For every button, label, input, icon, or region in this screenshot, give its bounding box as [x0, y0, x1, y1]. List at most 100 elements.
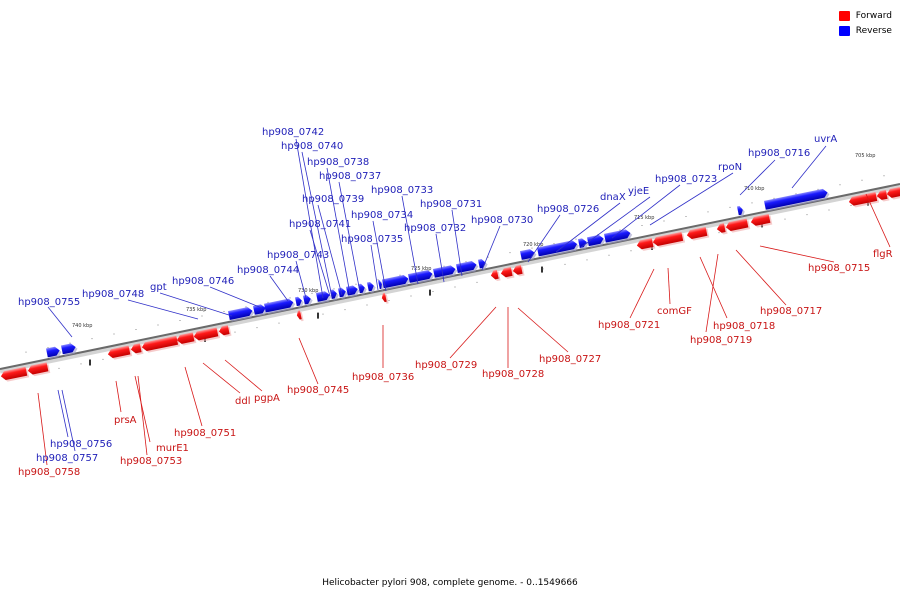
forward-gene-arrow[interactable]	[107, 345, 133, 361]
gene-label-hp908-0718[interactable]: hp908_0718	[713, 321, 775, 332]
reverse-gene-arrow[interactable]	[61, 342, 78, 356]
gene-label-hp908-0719[interactable]: hp908_0719	[690, 335, 752, 346]
gene-label-hp908-0715[interactable]: hp908_0715	[808, 263, 870, 274]
forward-gene-arrow[interactable]	[686, 226, 710, 242]
forward-gene-arrow[interactable]	[512, 264, 525, 278]
gene-label-hp908-0726[interactable]: hp908_0726	[537, 204, 599, 215]
gene-label-hp908-0746[interactable]: hp908_0746	[172, 276, 234, 287]
gene-label-hp908-0732[interactable]: hp908_0732	[404, 223, 466, 234]
gene-label-pgpA[interactable]: pgpA	[254, 393, 280, 404]
gene-label-hp908-0717[interactable]: hp908_0717	[760, 306, 822, 317]
gene-label-hp908-0723[interactable]: hp908_0723	[655, 174, 717, 185]
forward-gene-arrow[interactable]	[876, 189, 890, 203]
label-leader	[134, 375, 151, 443]
gene-label-hp908-0716[interactable]: hp908_0716	[748, 148, 810, 159]
gene-label-dnaX[interactable]: dnaX	[600, 192, 626, 203]
gene-label-uvrA[interactable]: uvrA	[814, 134, 837, 145]
reverse-gene-arrow[interactable]	[433, 264, 458, 280]
gene-label-hp908-0731[interactable]: hp908_0731	[420, 199, 482, 210]
gene-label-hp908-0743[interactable]: hp908_0743	[267, 250, 329, 261]
gene-label-hp908-0748[interactable]: hp908_0748	[82, 289, 144, 300]
forward-gene-arrow[interactable]	[296, 310, 304, 322]
gene-body	[130, 343, 142, 354]
gene-label-hp908-0737[interactable]: hp908_0737	[319, 171, 381, 182]
gene-label-hp908-0721[interactable]: hp908_0721	[598, 320, 660, 331]
gene-label-hp908-0741[interactable]: hp908_0741	[289, 219, 351, 230]
gene-body	[27, 362, 49, 375]
gene-label-hp908-0733[interactable]: hp908_0733	[371, 185, 433, 196]
gene-label-hp908-0739[interactable]: hp908_0739	[302, 194, 364, 205]
forward-gene-arrow[interactable]	[381, 292, 389, 305]
gene-label-hp908-0742[interactable]: hp908_0742	[262, 127, 324, 138]
forward-gene-arrow[interactable]	[141, 335, 180, 353]
gene-label-prsA[interactable]: prsA	[114, 415, 137, 426]
gene-body	[46, 346, 60, 358]
forward-gene-arrow[interactable]	[193, 327, 221, 343]
forward-gene-arrow[interactable]	[652, 231, 686, 249]
gene-body	[141, 335, 179, 352]
gene-label-hp908-0730[interactable]: hp908_0730	[471, 215, 533, 226]
forward-gene-arrow[interactable]	[725, 218, 751, 234]
forward-gene-arrow[interactable]	[176, 332, 197, 347]
forward-label-group: hp908_0758 prsA murE1 hp908_0753 hp908_0…	[18, 249, 893, 478]
forward-gene-arrow[interactable]	[218, 325, 232, 338]
forward-gene-arrow[interactable]	[750, 213, 773, 229]
forward-gene-arrow[interactable]	[27, 362, 51, 377]
reverse-gene-arrow[interactable]	[264, 298, 296, 315]
gene-label-hp908-0744[interactable]: hp908_0744	[237, 265, 299, 276]
gene-label-hp908-0753[interactable]: hp908_0753	[120, 456, 182, 467]
label-leader	[61, 389, 76, 452]
reverse-gene-arrow[interactable]	[338, 287, 349, 299]
gene-label-yjeE[interactable]: yjeE	[628, 186, 649, 197]
forward-gene-arrow[interactable]	[0, 366, 30, 382]
reverse-gene-arrow[interactable]	[764, 188, 830, 212]
forward-gene-arrow[interactable]	[636, 238, 656, 252]
label-leader	[527, 214, 561, 263]
gene-body	[296, 310, 302, 320]
gene-label-comGF[interactable]: comGF	[657, 306, 692, 317]
label-leader	[759, 245, 835, 263]
gene-label-hp908-0755[interactable]: hp908_0755	[18, 297, 80, 308]
reverse-gene-arrow[interactable]	[587, 234, 606, 248]
forward-gene-arrow[interactable]	[716, 223, 728, 236]
gene-label-hp908-0745[interactable]: hp908_0745	[287, 385, 349, 396]
legend: Forward Reverse	[838, 8, 892, 38]
reverse-gene-arrow[interactable]	[382, 274, 411, 290]
label-leader	[269, 275, 289, 302]
genome-axis-shadow	[0, 183, 900, 374]
gene-label-hp908-0758[interactable]: hp908_0758	[18, 467, 80, 478]
gene-label-gpt[interactable]: gpt	[150, 282, 167, 293]
reverse-gene-arrow[interactable]	[46, 346, 62, 360]
gene-label-hp908-0729[interactable]: hp908_0729	[415, 360, 477, 371]
reverse-gene-arrow[interactable]	[737, 205, 746, 217]
gene-label-hp908-0757[interactable]: hp908_0757	[36, 453, 98, 464]
reverse-gene-arrow[interactable]	[604, 228, 633, 245]
forward-gene-arrow[interactable]	[500, 266, 515, 280]
gene-label-hp908-0735[interactable]: hp908_0735	[341, 234, 403, 245]
gene-label-hp908-0728[interactable]: hp908_0728	[482, 369, 544, 380]
gene-label-hp908-0740[interactable]: hp908_0740	[281, 141, 343, 152]
gene-label-flgR[interactable]: flgR	[873, 249, 893, 260]
gene-label-hp908-0756[interactable]: hp908_0756	[50, 439, 112, 450]
scale-label-710: 710 kbp	[744, 186, 764, 192]
gene-label-murE1[interactable]: murE1	[156, 443, 189, 454]
forward-gene-arrow[interactable]	[490, 269, 501, 282]
reverse-gene-arrow[interactable]	[253, 303, 268, 317]
gene-body	[636, 238, 654, 250]
reverse-gene-arrow[interactable]	[295, 296, 305, 308]
label-leader	[295, 260, 307, 299]
gene-label-hp908-0727[interactable]: hp908_0727	[539, 354, 601, 365]
reverse-gene-arrow[interactable]	[303, 294, 314, 307]
gene-label-hp908-0751[interactable]: hp908_0751	[174, 428, 236, 439]
gene-label-hp908-0738[interactable]: hp908_0738	[307, 157, 369, 168]
reverse-gene-arrow[interactable]	[228, 306, 255, 322]
label-leader	[317, 204, 343, 296]
reverse-gene-arrow[interactable]	[367, 281, 377, 294]
label-leader	[649, 172, 734, 226]
forward-gene-arrow[interactable]	[130, 343, 144, 356]
gene-label-ddl[interactable]: ddl	[235, 396, 250, 407]
reverse-gene-arrow[interactable]	[378, 279, 385, 291]
gene-label-hp908-0736[interactable]: hp908_0736	[352, 372, 414, 383]
gene-label-hp908-0734[interactable]: hp908_0734	[351, 210, 413, 221]
gene-label-rpoN[interactable]: rpoN	[718, 162, 742, 173]
